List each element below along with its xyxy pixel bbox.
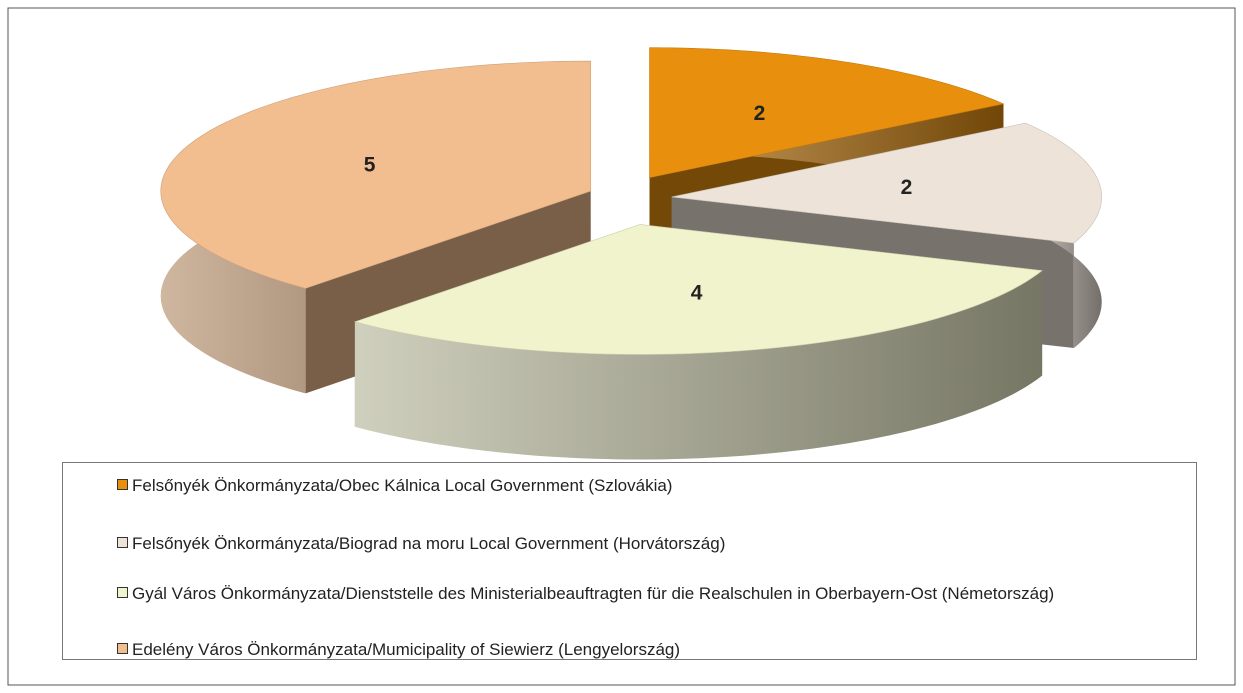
slice-top (353, 224, 1043, 355)
legend-item: Gyál Város Önkormányzata/Dienststelle de… (117, 583, 1177, 605)
legend-swatch (117, 537, 128, 548)
legend-item: Felsőnyék Önkormányzata/Obec Kálnica Loc… (117, 475, 1177, 497)
legend-label: Felsőnyék Önkormányzata/Obec Kálnica Loc… (132, 476, 673, 495)
slice-top (649, 47, 1005, 179)
legend-swatch (117, 587, 128, 598)
data-label: 2 (754, 102, 766, 125)
legend: Felsőnyék Önkormányzata/Obec Kálnica Loc… (62, 462, 1197, 660)
data-label: 4 (691, 281, 703, 304)
legend-swatch (117, 643, 128, 654)
data-label: 5 (364, 153, 376, 176)
slice (353, 224, 1043, 460)
legend-item: Edelény Város Önkormányzata/Mumicipality… (117, 639, 1177, 661)
legend-label: Felsőnyék Önkormányzata/Biograd na moru … (132, 534, 726, 553)
data-label: 2 (901, 176, 913, 199)
slice-top (671, 122, 1102, 244)
slice-top (160, 60, 592, 289)
legend-label: Edelény Város Önkormányzata/Mumicipality… (132, 640, 681, 659)
legend-swatch (117, 479, 128, 490)
frame (7, 7, 1236, 686)
legend-label: Gyál Város Önkormányzata/Dienststelle de… (132, 584, 1055, 603)
slice-outer-shade (354, 270, 1043, 460)
legend-item: Felsőnyék Önkormányzata/Biograd na moru … (117, 533, 1177, 555)
